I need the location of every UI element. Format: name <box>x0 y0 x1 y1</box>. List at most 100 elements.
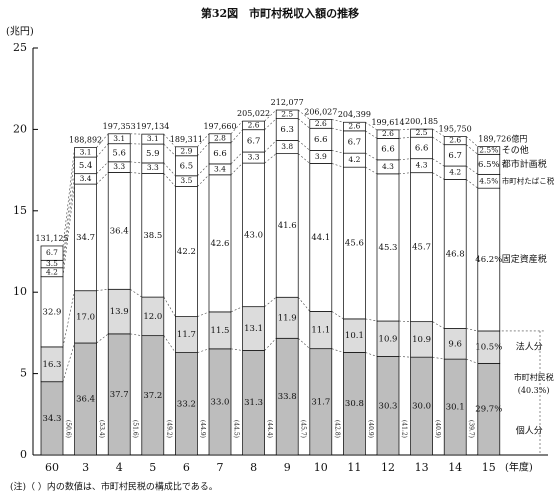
segment-label: 31.3 <box>244 398 263 408</box>
connector <box>264 118 277 130</box>
connector <box>331 127 344 132</box>
connector <box>466 179 478 189</box>
segment-label: 37.2 <box>143 391 162 401</box>
x-tick-label: 13 <box>415 461 429 474</box>
connector <box>331 311 344 320</box>
segment-label: 3.4 <box>80 174 92 183</box>
connector <box>264 109 277 122</box>
x-tick-label: 10 <box>314 461 328 474</box>
segment-label: 34.3 <box>43 414 62 424</box>
bar-segment <box>443 136 467 146</box>
x-tick-label: 11 <box>347 461 361 474</box>
segment-label: 46.2% <box>475 255 502 265</box>
segment-label: 10.9 <box>412 335 431 345</box>
segment-label: 42.6 <box>211 239 230 249</box>
y-unit: (兆円) <box>6 26 34 38</box>
series-label: 市町村たばこ税 <box>502 175 555 185</box>
connector <box>130 289 142 298</box>
connector <box>62 342 75 382</box>
x-tick-label: 5 <box>149 461 156 474</box>
segment-label: 41.6 <box>278 221 297 231</box>
connector <box>163 296 176 317</box>
connector <box>432 136 445 145</box>
segment-label: 10.9 <box>379 334 398 344</box>
connector <box>197 133 210 148</box>
connector <box>264 140 277 153</box>
bar-segment <box>208 133 232 144</box>
resident-share: (41.2) <box>401 420 408 438</box>
connector <box>298 109 310 120</box>
segment-label: 5.6 <box>112 148 126 158</box>
segment-label: 2.6 <box>315 119 327 128</box>
connector <box>197 163 210 177</box>
total-label: 212,077 <box>271 98 304 107</box>
segment-label: 32.9 <box>43 307 62 317</box>
segment-label: 16.3 <box>43 360 62 370</box>
segment-label: 37.7 <box>110 390 129 400</box>
total-label: 197,660 <box>203 122 236 131</box>
y-tick-label: 5 <box>20 367 27 380</box>
segment-label: 17.0 <box>76 312 95 322</box>
segment-label: 6.6 <box>415 143 429 153</box>
connector <box>298 118 310 129</box>
connector <box>432 321 445 329</box>
x-unit: (年度) <box>505 461 533 474</box>
segment-label: 46.8 <box>446 249 465 259</box>
segment-label: 2.5% <box>479 145 498 154</box>
resident-share: (50.6) <box>65 420 72 438</box>
segment-label: 3.3 <box>113 162 125 171</box>
x-tick-label: 60 <box>45 461 59 474</box>
connector <box>163 162 176 176</box>
total-label: 205,022 <box>237 109 270 118</box>
y-tick-label: 10 <box>13 285 27 298</box>
series-label: その他 <box>502 144 529 156</box>
bar-segment <box>141 133 165 145</box>
connector <box>331 119 344 123</box>
connector <box>130 172 142 174</box>
x-tick-label: 6 <box>183 461 190 474</box>
segment-label: 3.5 <box>46 259 58 268</box>
connector <box>331 150 344 154</box>
bar-segment <box>74 147 97 158</box>
connector <box>398 136 411 139</box>
resident-share: (51.6) <box>132 420 139 438</box>
total-label: 197,353 <box>103 122 136 131</box>
connector <box>466 165 478 175</box>
bar-segment <box>107 133 131 145</box>
resident-label: 市町村民税 <box>514 372 554 382</box>
segment-label: 33.2 <box>177 399 196 409</box>
segment-label: 10.1 <box>345 331 364 341</box>
connector <box>230 306 243 313</box>
connector <box>230 129 243 143</box>
segment-label: 3.3 <box>248 153 260 162</box>
segment-label: 5.9 <box>146 149 160 159</box>
connector <box>365 352 378 357</box>
x-tick-label: 7 <box>217 461 224 474</box>
segment-label: 4.2 <box>449 168 461 177</box>
connector <box>264 338 277 351</box>
segment-label: 11.1 <box>311 326 330 336</box>
segment-label: 2.6 <box>449 136 461 145</box>
connector <box>130 333 142 336</box>
total-label: 188,892 <box>69 135 102 144</box>
segment-label: 36.4 <box>110 226 129 236</box>
segment-label: 33.0 <box>211 397 230 407</box>
total-label: 199,614 <box>371 118 404 127</box>
segment-label: 34.7 <box>76 233 95 243</box>
y-tick-label: 0 <box>20 448 27 461</box>
x-tick-label: 4 <box>116 461 123 474</box>
connector <box>230 348 243 351</box>
segment-label: 6.7 <box>348 138 362 148</box>
segment-label: 30.8 <box>345 399 364 409</box>
segment-label: 2.5 <box>281 109 293 118</box>
resident-share: (39.7) <box>468 420 475 438</box>
segment-label: 2.6 <box>348 122 360 131</box>
segment-label: 29.7% <box>475 405 502 415</box>
segment-label: 6.7 <box>46 248 58 257</box>
series-label: 固定資産税 <box>502 253 547 265</box>
connector <box>163 335 176 353</box>
total-label: 189,311 <box>170 135 203 144</box>
segment-label: 6.5% <box>478 160 500 170</box>
x-tick-label: 15 <box>482 461 496 474</box>
